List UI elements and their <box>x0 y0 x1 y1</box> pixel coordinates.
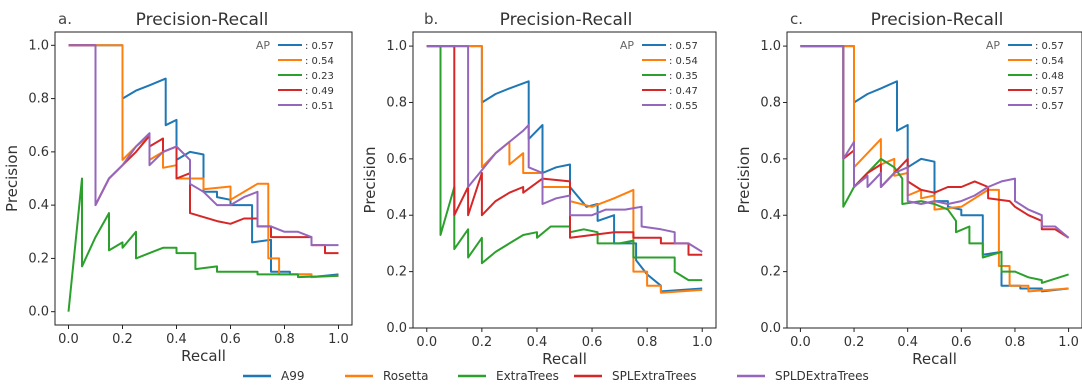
y-tick-label: 0.8 <box>386 95 407 110</box>
series-line-4 <box>426 45 703 253</box>
legend-label: Rosetta <box>383 369 429 383</box>
panel-title: Precision-Recall <box>871 10 1004 30</box>
x-tick-label: 0.4 <box>166 332 187 347</box>
ap-legend-value: : 0.51 <box>305 101 334 112</box>
plot-frame <box>412 31 717 329</box>
ap-legend-value: : 0.54 <box>669 56 698 67</box>
y-tick-label: 0.6 <box>760 152 781 167</box>
ap-legend-value: : 0.49 <box>305 86 334 97</box>
panel-letter: b. <box>424 10 438 28</box>
series-line-0 <box>68 44 339 279</box>
y-tick-label: 0.4 <box>28 198 49 213</box>
ap-legend-value: : 0.35 <box>669 71 698 82</box>
ap-legend-value: : 0.48 <box>1035 71 1064 82</box>
y-axis-label: Precision <box>735 147 753 214</box>
panel-a: a. Precision-Recall 0.0 0.2 0.4 0.6 0.8 1.0 0.0 0… <box>3 10 353 365</box>
y-tick-label: 0.8 <box>760 95 781 110</box>
ap-legend-value: : 0.54 <box>1035 56 1064 67</box>
ap-legend-value: : 0.55 <box>669 101 698 112</box>
series-line-4 <box>800 45 1070 239</box>
series-line-2 <box>67 177 339 312</box>
series-line-4 <box>68 44 339 247</box>
y-tick-label: 1.0 <box>760 39 781 54</box>
y-tick-label: 0.2 <box>28 251 49 266</box>
ap-legend-header: AP <box>620 39 635 52</box>
series-line-3 <box>68 44 339 255</box>
y-tick-label: 0.8 <box>28 92 49 107</box>
y-tick-label: 0.2 <box>760 265 781 280</box>
legend-label: ExtraTrees <box>496 369 559 383</box>
x-tick-label: 0.8 <box>274 332 295 347</box>
ap-legend-value: : 0.57 <box>669 41 698 52</box>
x-tick-label: 0.6 <box>220 332 241 347</box>
y-tick-label: 0.0 <box>760 321 781 336</box>
y-tick-label: 0.0 <box>28 305 49 320</box>
x-tick-label: 0.0 <box>58 332 79 347</box>
y-tick-label: 0.4 <box>760 208 781 223</box>
panel-c: c. Precision-Recall 0.0 0.2 0.4 0.6 0.8 1.0 0.0 0… <box>735 10 1082 368</box>
panel-b: b. Precision-Recall 0.0 0.2 0.4 0.6 0.8 1.0 0.0 0… <box>361 10 717 368</box>
ap-legend-value: : 0.57 <box>1035 101 1064 112</box>
y-tick-label: 0.4 <box>386 208 407 223</box>
panel-title: Precision-Recall <box>136 10 269 30</box>
y-tick-label: 0.0 <box>386 321 407 336</box>
y-tick-label: 0.6 <box>386 152 407 167</box>
x-tick-label: 0.0 <box>790 335 811 350</box>
y-tick-label: 0.6 <box>28 145 49 160</box>
y-tick-label: 1.0 <box>386 39 407 54</box>
series-line-1 <box>68 44 339 279</box>
legend-label: A99 <box>281 369 304 383</box>
bottom-legend: A99 Rosetta ExtraTrees SPLExtraTrees SPLDExt… <box>243 369 869 383</box>
ap-legend-value: : 0.57 <box>305 41 334 52</box>
series-line-2 <box>426 45 703 282</box>
x-tick-label: 0.2 <box>112 332 133 347</box>
x-tick-label: 1.0 <box>328 332 349 347</box>
panel-title: Precision-Recall <box>500 10 633 30</box>
y-tick-label: 1.0 <box>28 38 49 53</box>
ap-legend-value: : 0.23 <box>305 71 334 82</box>
y-tick-label: 0.2 <box>386 265 407 280</box>
x-tick-label: 0.8 <box>637 335 658 350</box>
x-axis-label: Recall <box>181 347 226 365</box>
x-tick-label: 0.2 <box>844 335 865 350</box>
x-tick-label: 1.0 <box>692 335 713 350</box>
ap-legend-header: AP <box>256 39 271 52</box>
x-tick-label: 0.6 <box>582 335 603 350</box>
plot-frame <box>54 31 353 326</box>
y-axis-label: Precision <box>3 145 21 212</box>
y-axis-label: Precision <box>361 147 379 214</box>
x-tick-label: 0.0 <box>416 335 437 350</box>
panel-letter: a. <box>58 10 72 28</box>
legend-label: SPLExtraTrees <box>612 369 696 383</box>
x-axis-label: Recall <box>912 350 957 368</box>
x-tick-label: 0.8 <box>1005 335 1026 350</box>
series-line-0 <box>800 45 1069 293</box>
panel-letter: c. <box>790 10 803 28</box>
series-line-1 <box>800 45 1069 293</box>
legend-label: SPLDExtraTrees <box>775 369 869 383</box>
ap-legend-value: : 0.54 <box>305 56 334 67</box>
ap-legend-value: : 0.47 <box>669 86 698 97</box>
ap-legend-header: AP <box>986 39 1001 52</box>
x-axis-label: Recall <box>542 350 587 368</box>
x-tick-label: 0.4 <box>527 335 548 350</box>
x-tick-label: 0.2 <box>472 335 493 350</box>
plot-frame <box>786 31 1082 329</box>
x-tick-label: 1.0 <box>1058 335 1079 350</box>
x-tick-label: 0.6 <box>951 335 972 350</box>
ap-legend-value: : 0.57 <box>1035 41 1064 52</box>
ap-legend-value: : 0.57 <box>1035 86 1064 97</box>
x-tick-label: 0.4 <box>897 335 918 350</box>
